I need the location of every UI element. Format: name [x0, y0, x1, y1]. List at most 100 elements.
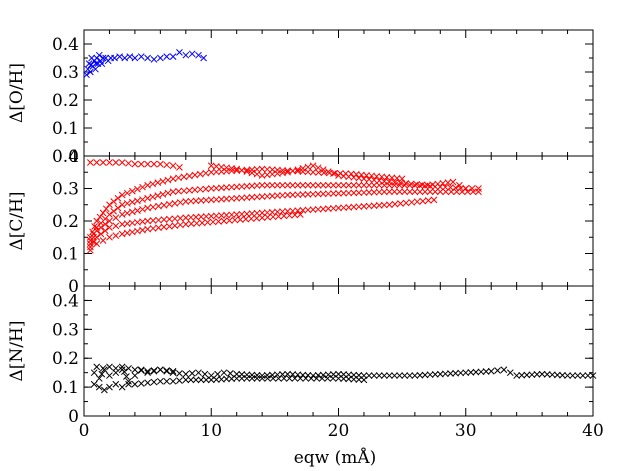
data-point	[258, 165, 266, 173]
data-point	[248, 375, 256, 382]
data-point	[187, 220, 195, 228]
data-point	[365, 189, 373, 196]
data-point	[187, 197, 195, 205]
data-point	[112, 232, 120, 239]
data-point	[304, 181, 312, 189]
data-point	[139, 196, 146, 203]
data-point	[137, 366, 145, 374]
panel-oxygen: 0 0.1 0.2 0.3 0.4 Δ[O/H]	[7, 29, 594, 167]
data-point	[125, 380, 132, 388]
data-point	[307, 375, 315, 382]
data-point	[411, 188, 419, 196]
data-point	[397, 200, 404, 207]
panel-frame	[83, 29, 594, 157]
data-point	[171, 215, 179, 223]
data-point	[386, 372, 393, 379]
data-point	[112, 214, 120, 222]
data-point	[360, 376, 368, 384]
data-point	[559, 371, 566, 379]
data-point	[411, 181, 419, 189]
data-point	[196, 186, 204, 193]
data-point	[150, 56, 158, 63]
data-point	[279, 208, 286, 215]
data-point	[233, 183, 241, 191]
data-point	[513, 372, 521, 379]
data-point	[163, 367, 171, 375]
data-point	[253, 170, 261, 178]
y-axis-label: Δ[C/H]	[7, 191, 27, 250]
data-point	[166, 200, 173, 208]
data-point	[386, 188, 393, 196]
data-point	[180, 187, 188, 195]
data-point	[102, 205, 110, 213]
data-point	[91, 223, 98, 230]
data-point	[253, 375, 261, 382]
data-point	[163, 161, 171, 169]
data-point	[182, 376, 190, 384]
data-point	[98, 60, 106, 67]
data-point	[149, 193, 157, 201]
data-point	[223, 375, 230, 383]
data-point	[150, 367, 158, 375]
data-point	[452, 369, 459, 377]
data-point	[101, 227, 109, 235]
data-point	[131, 372, 139, 379]
data-point	[123, 373, 130, 380]
data-point	[584, 372, 592, 379]
data-point	[296, 375, 304, 382]
data-point	[182, 214, 190, 222]
data-point	[155, 224, 162, 232]
data-point	[243, 375, 251, 382]
data-point	[182, 198, 190, 205]
data-point	[238, 210, 246, 218]
data-point	[112, 222, 120, 230]
data-point	[195, 369, 202, 377]
data-point	[345, 203, 353, 211]
data-point	[475, 188, 482, 196]
data-point	[218, 375, 225, 383]
data-point	[284, 181, 291, 189]
data-point	[426, 188, 434, 196]
data-point	[202, 196, 210, 204]
data-point	[204, 219, 211, 226]
data-point	[345, 375, 353, 383]
data-point	[176, 164, 183, 171]
data-point	[212, 376, 220, 383]
data-point	[125, 159, 132, 167]
data-point	[197, 376, 205, 384]
y-tick-label: 0.4	[52, 35, 79, 55]
data-point	[93, 227, 101, 235]
data-point	[350, 375, 358, 383]
y-tick-label: 0	[68, 147, 79, 167]
data-point	[447, 188, 455, 196]
data-point	[360, 189, 368, 196]
data-point	[129, 187, 136, 195]
y-tick-label: 0.4	[52, 291, 79, 311]
series-o-band	[83, 49, 207, 79]
data-point	[166, 222, 173, 230]
data-point	[125, 364, 132, 372]
data-point	[291, 375, 299, 382]
data-point	[386, 201, 393, 209]
data-point	[197, 197, 205, 204]
data-point	[163, 377, 171, 385]
data-point	[169, 367, 177, 375]
y-tick-label: 0	[68, 277, 79, 297]
data-point	[464, 188, 471, 196]
data-point	[144, 194, 151, 202]
data-point	[125, 377, 132, 385]
data-point	[106, 233, 113, 241]
data-point	[156, 377, 164, 385]
series-c-branch-6	[87, 211, 304, 254]
data-point	[97, 224, 105, 231]
data-point	[87, 243, 94, 251]
data-point	[430, 196, 438, 204]
data-point	[238, 183, 246, 190]
data-point	[118, 211, 126, 218]
data-point	[449, 178, 457, 186]
data-point	[391, 179, 399, 186]
data-point	[309, 206, 317, 213]
data-point	[350, 203, 358, 211]
data-point	[150, 160, 158, 168]
data-point	[330, 190, 337, 197]
